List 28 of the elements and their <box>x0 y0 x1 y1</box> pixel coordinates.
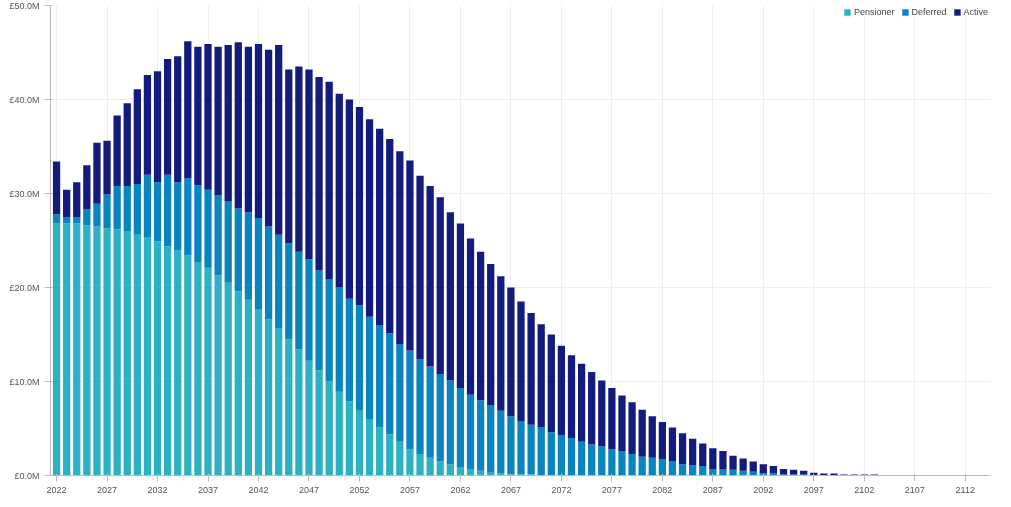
x-tick-label: 2052 <box>349 484 370 495</box>
x-tick-label: 2112 <box>955 484 975 495</box>
x-tick-label: 2097 <box>803 484 824 495</box>
x-tick-label: 2087 <box>702 484 723 495</box>
x-tick-label: 2037 <box>198 484 219 495</box>
x-tick-label: 2092 <box>753 484 774 495</box>
legend-label: Deferred <box>911 7 947 17</box>
x-tick-label: 2022 <box>46 484 67 495</box>
legend-label: Active <box>963 7 988 17</box>
x-tick-label: 2062 <box>450 484 471 495</box>
y-tick-label: £40.0M <box>9 94 40 105</box>
x-tick-label: 2057 <box>399 484 420 495</box>
x-tick-label: 2027 <box>97 484 118 495</box>
x-tick-label: 2042 <box>248 484 269 495</box>
x-tick-label: 2032 <box>147 484 168 495</box>
y-tick-label: £0.0M <box>14 470 40 481</box>
y-tick-label: £50.0M <box>9 0 40 11</box>
y-tick-label: £20.0M <box>9 282 40 293</box>
legend-label: Pensioner <box>853 7 895 17</box>
x-tick-label: 2067 <box>500 484 521 495</box>
x-tick-label: 2072 <box>551 484 572 495</box>
y-tick-label: £10.0M <box>9 376 40 387</box>
x-tick-label: 2082 <box>652 484 673 495</box>
y-tick-label: £30.0M <box>9 188 40 199</box>
x-tick-label: 2077 <box>601 484 622 495</box>
x-tick-label: 2047 <box>298 484 319 495</box>
x-tick-label: 2102 <box>854 484 875 495</box>
x-tick-label: 2107 <box>904 484 925 495</box>
